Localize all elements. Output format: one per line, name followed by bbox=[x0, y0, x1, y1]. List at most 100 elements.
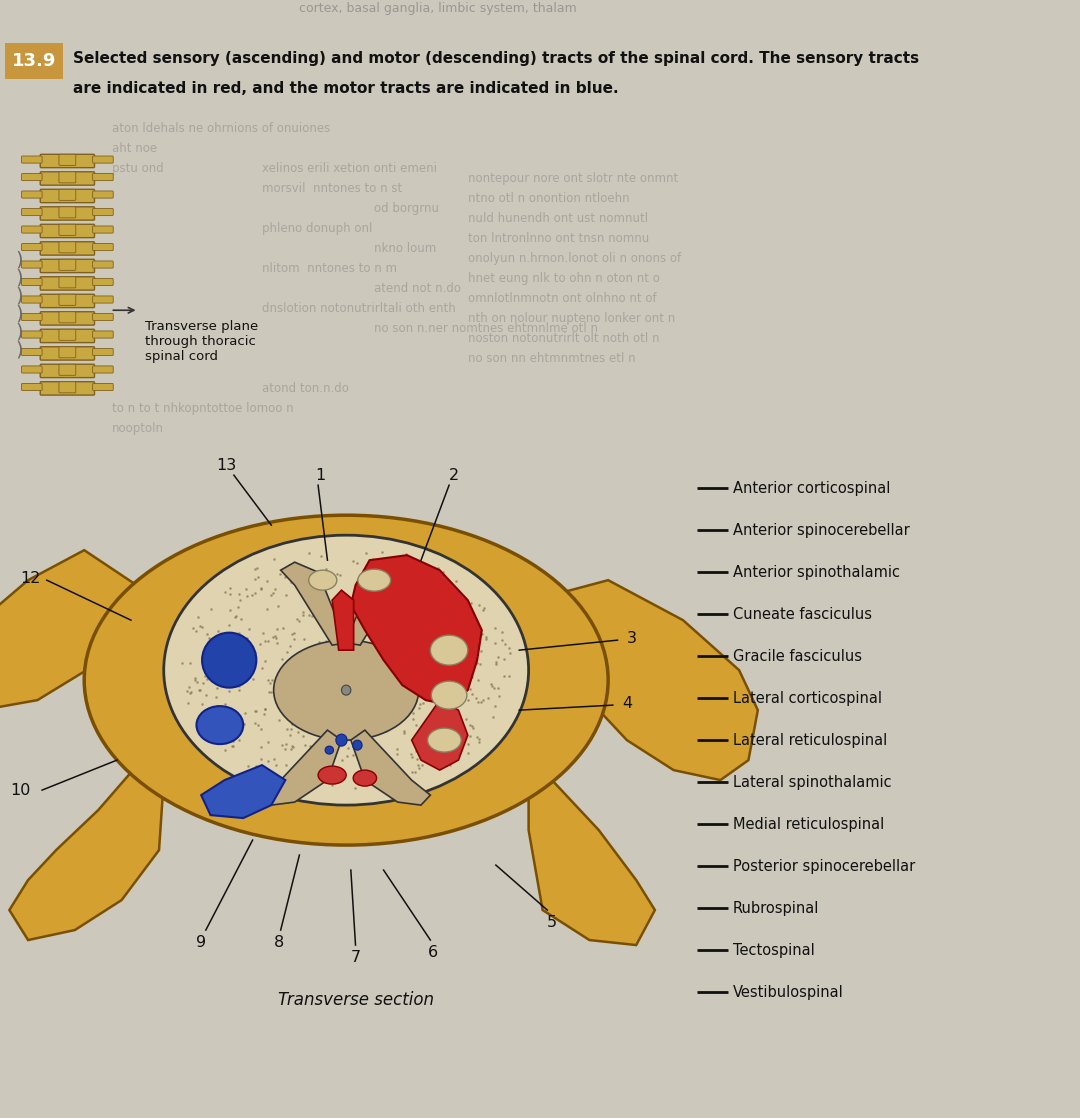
FancyBboxPatch shape bbox=[59, 381, 76, 392]
Text: aht noe: aht noe bbox=[112, 142, 158, 154]
Text: morsvil  nntones to n st: morsvil nntones to n st bbox=[262, 182, 402, 195]
FancyBboxPatch shape bbox=[93, 191, 113, 198]
Text: Vestibulospinal: Vestibulospinal bbox=[732, 985, 843, 999]
FancyBboxPatch shape bbox=[93, 260, 113, 268]
Ellipse shape bbox=[319, 766, 347, 784]
Text: Transverse plane
through thoracic
spinal cord: Transverse plane through thoracic spinal… bbox=[145, 320, 258, 363]
Text: 2: 2 bbox=[448, 467, 459, 483]
Text: 5: 5 bbox=[546, 915, 557, 929]
Text: Anterior spinothalamic: Anterior spinothalamic bbox=[732, 565, 900, 579]
Ellipse shape bbox=[357, 569, 391, 591]
Polygon shape bbox=[411, 700, 468, 770]
Text: 8: 8 bbox=[273, 935, 284, 949]
Text: ): ) bbox=[15, 268, 23, 287]
Text: atond ton.n.do: atond ton.n.do bbox=[262, 381, 349, 395]
Text: 7: 7 bbox=[350, 949, 361, 965]
FancyBboxPatch shape bbox=[40, 189, 94, 202]
Polygon shape bbox=[351, 730, 430, 805]
Text: od borgrnu: od borgrnu bbox=[375, 201, 440, 215]
Text: nuld hunendh ont ust nomnutl: nuld hunendh ont ust nomnutl bbox=[468, 211, 648, 225]
Text: Lateral corticospinal: Lateral corticospinal bbox=[732, 691, 881, 705]
FancyBboxPatch shape bbox=[59, 294, 76, 305]
FancyBboxPatch shape bbox=[22, 331, 42, 338]
Polygon shape bbox=[351, 556, 482, 705]
Text: 13.9: 13.9 bbox=[12, 53, 56, 70]
FancyBboxPatch shape bbox=[93, 313, 113, 321]
FancyBboxPatch shape bbox=[22, 313, 42, 321]
FancyBboxPatch shape bbox=[40, 347, 94, 360]
Text: 10: 10 bbox=[11, 783, 30, 797]
FancyBboxPatch shape bbox=[93, 383, 113, 390]
Text: nooptoln: nooptoln bbox=[112, 421, 164, 435]
Text: omnlotlnmnotn ont olnhno nt of: omnlotlnmnotn ont olnhno nt of bbox=[468, 292, 657, 305]
Ellipse shape bbox=[431, 681, 467, 709]
Text: to n to t nhkopntottoe lomoo n: to n to t nhkopntottoe lomoo n bbox=[112, 401, 294, 415]
Text: Selected sensory (ascending) and motor (descending) tracts of the spinal cord. T: Selected sensory (ascending) and motor (… bbox=[73, 50, 919, 66]
Text: nlitom  nntones to n m: nlitom nntones to n m bbox=[262, 262, 397, 275]
FancyBboxPatch shape bbox=[59, 277, 76, 287]
Text: hnet eung nlk to ohn n oton nt o: hnet eung nlk to ohn n oton nt o bbox=[468, 272, 660, 285]
Text: ): ) bbox=[15, 323, 23, 342]
Ellipse shape bbox=[197, 707, 243, 745]
FancyBboxPatch shape bbox=[22, 226, 42, 233]
Text: 1: 1 bbox=[315, 467, 325, 483]
Text: are indicated in red, and the motor tracts are indicated in blue.: are indicated in red, and the motor trac… bbox=[73, 80, 619, 96]
FancyBboxPatch shape bbox=[40, 241, 94, 255]
Text: onolyun n.hrnon.lonot oli n onons of: onolyun n.hrnon.lonot oli n onons of bbox=[468, 252, 680, 265]
FancyBboxPatch shape bbox=[40, 207, 94, 220]
FancyBboxPatch shape bbox=[59, 329, 76, 340]
Circle shape bbox=[341, 685, 351, 695]
Text: Anterior corticospinal: Anterior corticospinal bbox=[732, 481, 890, 495]
Text: ntno otl n onontion ntloehn: ntno otl n onontion ntloehn bbox=[468, 192, 630, 205]
FancyBboxPatch shape bbox=[59, 241, 76, 253]
Text: Gracile fasciculus: Gracile fasciculus bbox=[732, 648, 862, 664]
Text: ton lntronlnno ont tnsn nomnu: ton lntronlnno ont tnsn nomnu bbox=[468, 231, 649, 245]
FancyBboxPatch shape bbox=[93, 296, 113, 303]
Polygon shape bbox=[201, 765, 285, 818]
Polygon shape bbox=[333, 590, 353, 651]
Polygon shape bbox=[0, 550, 159, 710]
FancyBboxPatch shape bbox=[40, 381, 94, 395]
FancyBboxPatch shape bbox=[93, 349, 113, 356]
FancyBboxPatch shape bbox=[22, 366, 42, 373]
FancyBboxPatch shape bbox=[59, 172, 76, 183]
Text: Medial reticulospinal: Medial reticulospinal bbox=[732, 816, 883, 832]
Text: dnslotion notonutrirltali oth enth: dnslotion notonutrirltali oth enth bbox=[262, 302, 456, 315]
FancyBboxPatch shape bbox=[40, 259, 94, 273]
FancyBboxPatch shape bbox=[40, 364, 94, 378]
FancyBboxPatch shape bbox=[40, 312, 94, 325]
FancyBboxPatch shape bbox=[22, 383, 42, 390]
Text: 13: 13 bbox=[216, 457, 237, 473]
Text: Transverse section: Transverse section bbox=[278, 991, 433, 1010]
Text: 9: 9 bbox=[197, 935, 206, 949]
FancyBboxPatch shape bbox=[22, 244, 42, 250]
Ellipse shape bbox=[353, 740, 362, 750]
FancyBboxPatch shape bbox=[59, 259, 76, 271]
Text: 6: 6 bbox=[428, 945, 438, 959]
Text: ): ) bbox=[15, 286, 23, 305]
Text: Tectospinal: Tectospinal bbox=[732, 942, 814, 957]
Text: phleno donuph onl: phleno donuph onl bbox=[262, 221, 373, 235]
FancyBboxPatch shape bbox=[59, 225, 76, 236]
FancyBboxPatch shape bbox=[93, 226, 113, 233]
FancyBboxPatch shape bbox=[59, 189, 76, 200]
Text: ): ) bbox=[15, 250, 23, 269]
Text: no son nn ehtmnmtnes etl n: no son nn ehtmnmtnes etl n bbox=[468, 352, 635, 364]
FancyBboxPatch shape bbox=[40, 294, 94, 307]
FancyBboxPatch shape bbox=[22, 278, 42, 285]
FancyBboxPatch shape bbox=[22, 260, 42, 268]
FancyBboxPatch shape bbox=[22, 208, 42, 216]
FancyBboxPatch shape bbox=[93, 208, 113, 216]
Text: 12: 12 bbox=[21, 570, 41, 586]
FancyBboxPatch shape bbox=[40, 172, 94, 186]
Text: Lateral reticulospinal: Lateral reticulospinal bbox=[732, 732, 887, 748]
FancyBboxPatch shape bbox=[40, 225, 94, 238]
Text: ): ) bbox=[15, 305, 23, 324]
Polygon shape bbox=[534, 580, 758, 780]
Ellipse shape bbox=[325, 746, 334, 755]
FancyBboxPatch shape bbox=[93, 366, 113, 373]
FancyBboxPatch shape bbox=[40, 329, 94, 342]
Ellipse shape bbox=[164, 536, 528, 805]
Text: nkno loum: nkno loum bbox=[375, 241, 436, 255]
Text: xelinos erili xetion onti emeni: xelinos erili xetion onti emeni bbox=[262, 162, 437, 174]
